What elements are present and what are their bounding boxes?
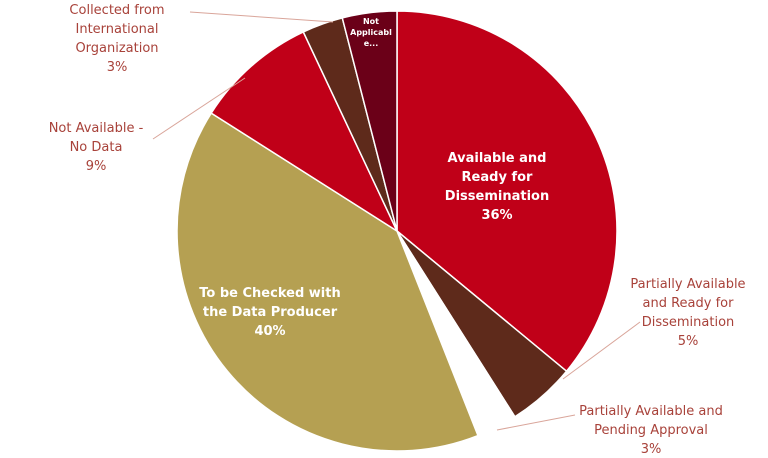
slice-percent: 9% (86, 159, 107, 174)
leader-line (496, 414, 576, 431)
slice-percent: 36% (481, 208, 512, 223)
slice-label-line: e... (364, 39, 379, 48)
slice-label-line: Pending Approval (594, 423, 708, 438)
pie-slice (396, 10, 618, 373)
pie-slice (176, 112, 479, 452)
slice-label-line: Dissemination (642, 315, 735, 330)
slice-label: Partially Available and Ready for Dissemin… (630, 277, 745, 349)
slice-percent: 5% (678, 334, 699, 349)
slice-percent: 40% (254, 324, 285, 339)
slice-label-line: International (76, 22, 159, 37)
slice-label-line: Ready for (462, 170, 533, 185)
leader-line (562, 321, 641, 380)
pie-slice (210, 30, 399, 234)
slice-label-line: Organization (75, 41, 158, 56)
slice-label-line: and Ready for (643, 296, 735, 311)
slice-label-line: Not (363, 17, 379, 26)
slice-label-line: Not Available - (49, 121, 144, 136)
slice-label-line: the Data Producer (203, 305, 338, 320)
leader-line (152, 77, 246, 140)
leader-line (189, 11, 334, 23)
slice-label: Collected from International Organization 3… (69, 3, 164, 75)
slice-label: Partially Available and Pending Approval 3… (579, 404, 723, 457)
slice-label-line: Dissemination (445, 189, 549, 204)
slice-label-line: Partially Available (630, 277, 745, 292)
slice-label: Not Applicabl e... (350, 17, 392, 48)
slice-percent: 3% (641, 442, 662, 457)
slice-label-line: Partially Available and (579, 404, 723, 419)
slice-label: Not Available - No Data 9% (49, 121, 144, 174)
slice-percent: 3% (107, 60, 128, 75)
pie-slice (341, 10, 398, 232)
slice-label-line: No Data (70, 140, 123, 155)
slice-label-line: Available and (448, 151, 547, 166)
slice-label-line: Collected from (69, 3, 164, 18)
slice-label-line: To be Checked with (199, 286, 340, 301)
slice-label: Available and Ready for Dissemination 36% (445, 151, 549, 223)
slice-label-line: Applicabl (350, 28, 392, 37)
slice-label: To be Checked with the Data Producer 40% (199, 286, 340, 339)
